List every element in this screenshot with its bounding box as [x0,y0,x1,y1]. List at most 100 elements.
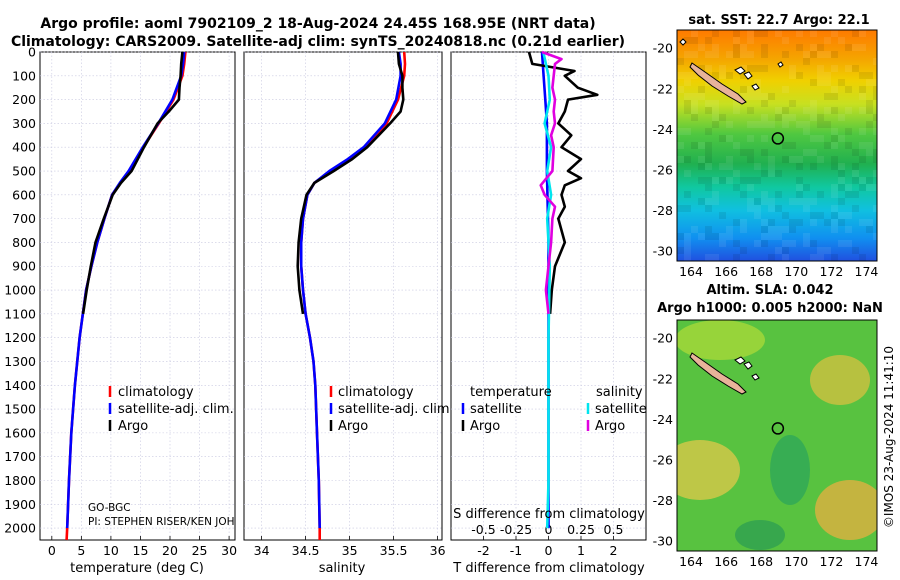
sst-pixel [789,156,796,163]
lat-tick-label: -30 [653,243,673,258]
sst-pixel [789,240,796,247]
sst-pixel [712,254,719,261]
lat-tick-label: -28 [653,493,673,508]
loyalty-island-3 [751,83,760,91]
sst-pixel [677,156,684,163]
profile-line-satellite-adj-clim- [299,51,402,529]
sst-pixel [817,156,824,163]
sst-lat-tick-labels: -20 -22 -24 -26 -28 -30 [653,41,673,259]
sst-pixel [740,44,747,51]
figure-title-line1: Argo profile: aoml 7902109_2 18-Aug-2024… [40,16,595,32]
sst-pixel [712,72,719,79]
sst-pixel [761,93,768,100]
lon-tick-label: 174 [855,554,879,569]
sst-pixel [845,128,852,135]
sst-pixel [698,163,705,170]
sla-blob-4 [770,435,810,505]
imos-timestamp: ©IMOS 23-Aug-2024 11:41:10 [882,346,896,528]
sst-pixel [838,219,845,226]
sst-pixel [719,233,726,240]
sst-pixel [831,156,838,163]
sst-map-panel: sat. SST: 22.7 Argo: 22.1 164 166 168 170 17… [653,13,879,279]
sst-pixel [810,100,817,107]
sst-pixel [817,114,824,121]
depth-tick-label: 1400 [4,378,36,393]
sst-pixel [754,93,761,100]
sla-island-2 [743,361,753,370]
sst-pixel [747,177,754,184]
sst-pixel [726,226,733,233]
sst-pixel [775,170,782,177]
sst-pixel [754,212,761,219]
sst-pixel [873,86,877,93]
sst-pixel [782,212,789,219]
sst-pixel [747,37,754,44]
sst-pixel [768,226,775,233]
sst-pixel [845,107,852,114]
sst-pixel [684,72,691,79]
sst-pixel [838,135,845,142]
profile-line-argo [296,51,405,315]
sst-pixel [789,226,796,233]
sst-pixel [775,107,782,114]
sst-pixel [712,30,719,37]
sst-pixel [754,163,761,170]
sst-pixel [782,156,789,163]
sst-pixel [691,100,698,107]
sst-pixel [845,191,852,198]
sst-pixel [726,163,733,170]
depth-tick-label: 400 [12,140,36,155]
sla-map-title-line2: Argo h1000: 0.005 h2000: NaN [657,301,883,316]
lat-tick-label: -20 [653,331,673,346]
sst-pixel [817,44,824,51]
sst-pixel [698,177,705,184]
sst-pixel [691,114,698,121]
sst-pixel [761,30,768,37]
sst-pixel [831,163,838,170]
sst-pixel [733,51,740,58]
sst-pixel [740,226,747,233]
sla-blob-1 [677,440,740,500]
sst-pixel [761,44,768,51]
sst-pixel [775,233,782,240]
sst-pixel [754,30,761,37]
sst-pixel [838,79,845,86]
sst-pixel [817,254,824,261]
sla-blob-2 [815,480,877,540]
sst-pixel [740,51,747,58]
sst-pixel [677,86,684,93]
sst-pixel [698,156,705,163]
temperature-grid [40,51,235,540]
sst-pixel [810,219,817,226]
sst-pixel [838,114,845,121]
sst-pixel [684,51,691,58]
sst-pixel [852,205,859,212]
sst-pixel [831,107,838,114]
sst-pixel [761,170,768,177]
sla-island-3 [751,373,760,381]
sst-pixel [712,177,719,184]
sst-pixel [719,177,726,184]
sst-pixel [761,135,768,142]
sst-pixel [768,205,775,212]
sst-pixel [810,212,817,219]
lon-tick-label: 166 [714,264,738,279]
sst-pixel [824,37,831,44]
sst-pixel [845,65,852,72]
sst-pixel [789,142,796,149]
sst-pixel [705,254,712,261]
x-tick-label: 5 [77,543,85,558]
depth-tick-label: 900 [12,259,36,274]
sst-pixel [705,100,712,107]
sst-pixel [761,51,768,58]
sla-map-title-line1: Altim. SLA: 0.042 [707,283,834,298]
sst-pixel [824,247,831,254]
s-argo-label: Argo [595,419,625,434]
sst-pixel [831,51,838,58]
sst-pixel [761,114,768,121]
profile-line-s-argo [539,50,563,315]
sst-pixel [712,51,719,58]
sst-pixel [873,156,877,163]
difference-top-xlabel: S difference from climatology [453,507,645,522]
